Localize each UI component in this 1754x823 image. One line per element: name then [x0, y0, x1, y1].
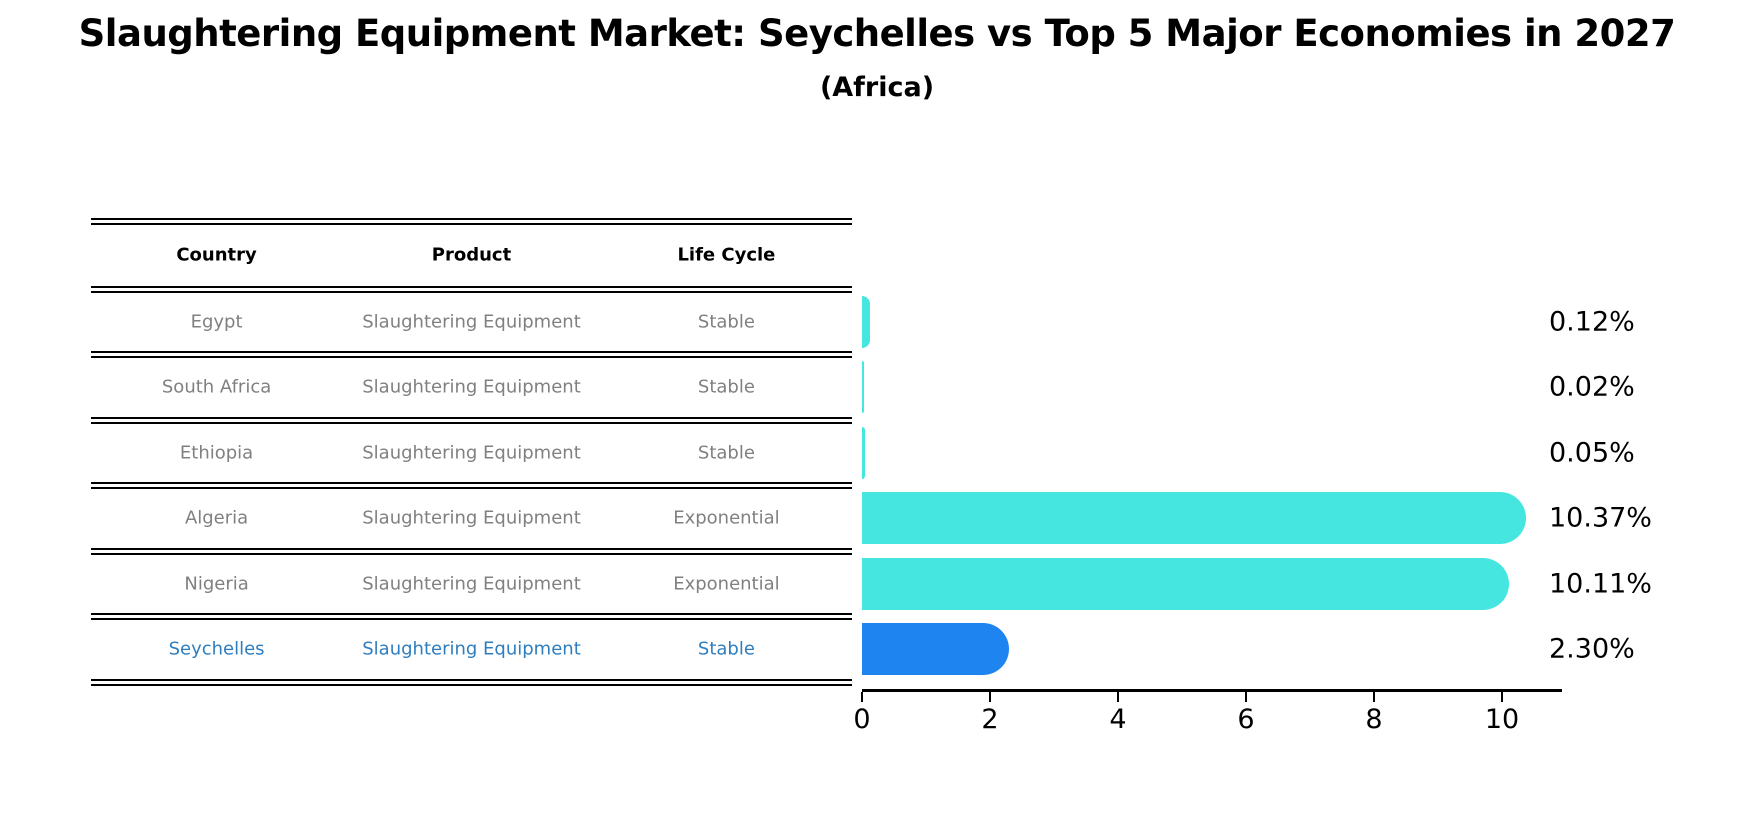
- value-label-egypt: 0.12%: [1549, 306, 1635, 337]
- x-axis-line: [862, 689, 1562, 692]
- cell-algeria-life-cycle: Exponential: [673, 507, 780, 529]
- table-header-life-cycle: Life Cycle: [677, 244, 776, 266]
- cell-seychelles-product: Slaughtering Equipment: [362, 638, 581, 660]
- x-tick: [989, 692, 991, 702]
- table-rule: [91, 548, 852, 555]
- x-tick: [1245, 692, 1247, 702]
- table-header-country: Country: [176, 244, 257, 266]
- table-rule: [91, 218, 852, 225]
- x-tick-label: 4: [1109, 704, 1127, 735]
- cell-south-africa-product: Slaughtering Equipment: [362, 376, 581, 398]
- table-rule: [91, 613, 852, 620]
- cell-south-africa-life-cycle: Stable: [697, 376, 755, 398]
- bar-egypt: [862, 295, 870, 348]
- chart-subtitle: (Africa): [819, 72, 935, 103]
- chart-title: Slaughtering Equipment Market: Seychelle…: [78, 12, 1676, 55]
- cell-algeria-country: Algeria: [184, 507, 249, 529]
- value-label-seychelles: 2.30%: [1549, 633, 1635, 665]
- cell-nigeria-life-cycle: Exponential: [673, 573, 780, 594]
- cell-nigeria-product: Slaughtering Equipment: [362, 573, 581, 594]
- table-rule: [91, 679, 852, 686]
- cell-algeria-product: Slaughtering Equipment: [362, 507, 581, 529]
- x-tick: [1501, 692, 1503, 702]
- bar-seychelles: [862, 623, 1010, 675]
- x-tick-label: 8: [1365, 704, 1383, 735]
- x-tick-label: 0: [853, 704, 871, 735]
- bar-nigeria: [862, 557, 1510, 610]
- table-rule: [91, 351, 852, 358]
- table-rule: [91, 286, 852, 293]
- cell-egypt-country: Egypt: [190, 311, 243, 332]
- cell-egypt-life-cycle: Stable: [697, 311, 755, 332]
- bar-algeria: [862, 492, 1526, 544]
- value-label-south-africa: 0.02%: [1549, 371, 1635, 403]
- x-tick-label: 2: [981, 704, 999, 735]
- x-tick-label: 10: [1484, 704, 1520, 735]
- value-label-ethiopia: 0.05%: [1549, 437, 1635, 468]
- x-tick: [861, 692, 863, 702]
- cell-ethiopia-life-cycle: Stable: [697, 442, 755, 463]
- bar-ethiopia: [862, 426, 866, 479]
- x-tick: [1117, 692, 1119, 702]
- x-tick-label: 6: [1237, 704, 1255, 735]
- cell-egypt-product: Slaughtering Equipment: [362, 311, 581, 332]
- table-rule: [91, 417, 852, 424]
- value-label-algeria: 10.37%: [1549, 502, 1652, 534]
- table-rule: [91, 482, 852, 489]
- bar-south-africa: [862, 361, 864, 413]
- cell-nigeria-country: Nigeria: [184, 573, 249, 594]
- table-header-product: Product: [431, 244, 512, 266]
- cell-seychelles-country: Seychelles: [168, 638, 265, 660]
- cell-ethiopia-country: Ethiopia: [179, 442, 254, 463]
- cell-seychelles-life-cycle: Stable: [697, 638, 755, 660]
- cell-ethiopia-product: Slaughtering Equipment: [362, 442, 581, 463]
- x-tick: [1373, 692, 1375, 702]
- value-label-nigeria: 10.11%: [1549, 568, 1652, 599]
- cell-south-africa-country: South Africa: [161, 376, 272, 398]
